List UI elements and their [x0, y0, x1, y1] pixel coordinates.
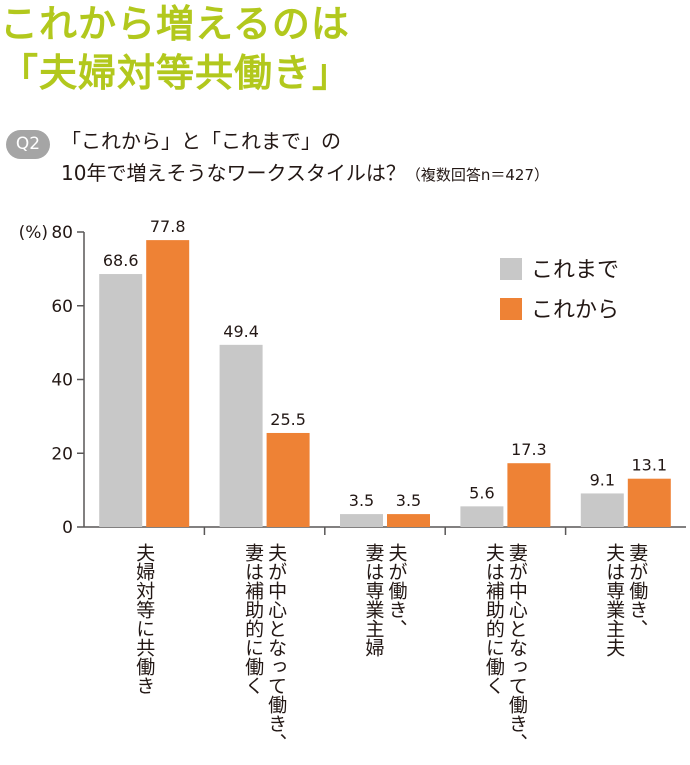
- category-labels: 夫婦対等に共働き 夫が中心となって働き、妻は補助的に働く 夫が働き、妻は専業主婦 妻が…: [133, 543, 648, 752]
- value-labels: 68.6 77.8 49.4 25.5 3.5 3.5 5.6 17.3 9.1 13.1: [103, 217, 667, 510]
- bar-future: [146, 240, 190, 528]
- bar-future: [627, 478, 671, 527]
- category-label: 妻が働き、夫は専業主夫: [603, 543, 648, 657]
- category-label-line: 夫は専業主夫: [603, 543, 625, 657]
- question-number-badge: Q2: [6, 130, 50, 159]
- legend-label: これまで: [531, 258, 619, 283]
- question-line-1: 「これから」と「これまで」の: [61, 129, 341, 153]
- category-label-line: 夫婦対等に共働き: [133, 543, 155, 695]
- page-title-line-1: これから増えるのは: [0, 2, 350, 46]
- page-title-line-2: 「夫婦対等共働き」: [0, 51, 352, 95]
- bar-past: [219, 344, 263, 527]
- category-label: 妻が中心となって働き、夫は補助的に働く: [483, 543, 528, 752]
- y-tick-label: 20: [51, 444, 73, 464]
- y-tick-label: 40: [51, 371, 73, 391]
- y-axis-unit-label: (%): [19, 223, 48, 243]
- category-label: 夫婦対等に共働き: [133, 543, 155, 695]
- question-text: 「これから」と「これまで」の 10年で増えそうなワークスタイルは？（複数回答n＝…: [61, 125, 681, 191]
- value-label: 3.5: [396, 491, 421, 510]
- category-label-line: 夫は補助的に働く: [483, 543, 505, 695]
- y-axis: 0 20 40 60 80(%): [19, 223, 85, 538]
- y-tick-label: 60: [51, 297, 73, 317]
- legend-label: これから: [531, 298, 619, 323]
- value-label: 49.4: [223, 322, 259, 341]
- value-label: 3.5: [349, 491, 374, 510]
- category-label-line: 妻が働き、: [626, 543, 648, 638]
- bar-past: [580, 493, 624, 527]
- y-tick-label: 0: [62, 518, 73, 538]
- category-label-line: 夫が働き、: [386, 543, 408, 638]
- category-label: 夫が働き、妻は専業主婦: [363, 543, 408, 657]
- bar-past: [340, 514, 383, 527]
- value-label: 17.3: [511, 440, 547, 459]
- bar-future: [507, 463, 551, 527]
- category-label: 夫が中心となって働き、妻は補助的に働く: [242, 543, 287, 752]
- bar-past: [460, 506, 504, 527]
- legend-swatch: [500, 258, 522, 280]
- category-label-line: 妻は補助的に働く: [242, 543, 264, 695]
- question-line-2: 10年で増えそうなワークスタイルは？（複数回答n＝427）: [61, 157, 681, 191]
- value-label: 68.6: [103, 251, 139, 270]
- x-axis: [84, 526, 686, 535]
- value-label: 5.6: [469, 483, 494, 502]
- category-label-line: 妻が中心となって働き、: [506, 543, 528, 752]
- bar-future: [266, 432, 310, 527]
- value-label: 13.1: [631, 456, 667, 475]
- bar-past: [99, 274, 143, 527]
- question-sample-note: （複数回答n＝427）: [405, 166, 549, 184]
- category-label-line: 妻は専業主婦: [363, 543, 385, 657]
- page-title: これから増えるのは 「夫婦対等共働き」: [0, 0, 351, 98]
- category-label-line: 夫が中心となって働き、: [265, 543, 287, 752]
- y-tick-label: 80: [51, 223, 73, 243]
- value-label: 25.5: [270, 410, 306, 429]
- question-line-2-main: 10年で増えそうなワークスタイルは？: [61, 161, 406, 185]
- bars: [99, 240, 671, 528]
- value-label: 77.8: [150, 217, 186, 236]
- legend-swatch: [500, 298, 522, 320]
- value-label: 9.1: [590, 470, 615, 489]
- bar-future: [387, 514, 430, 527]
